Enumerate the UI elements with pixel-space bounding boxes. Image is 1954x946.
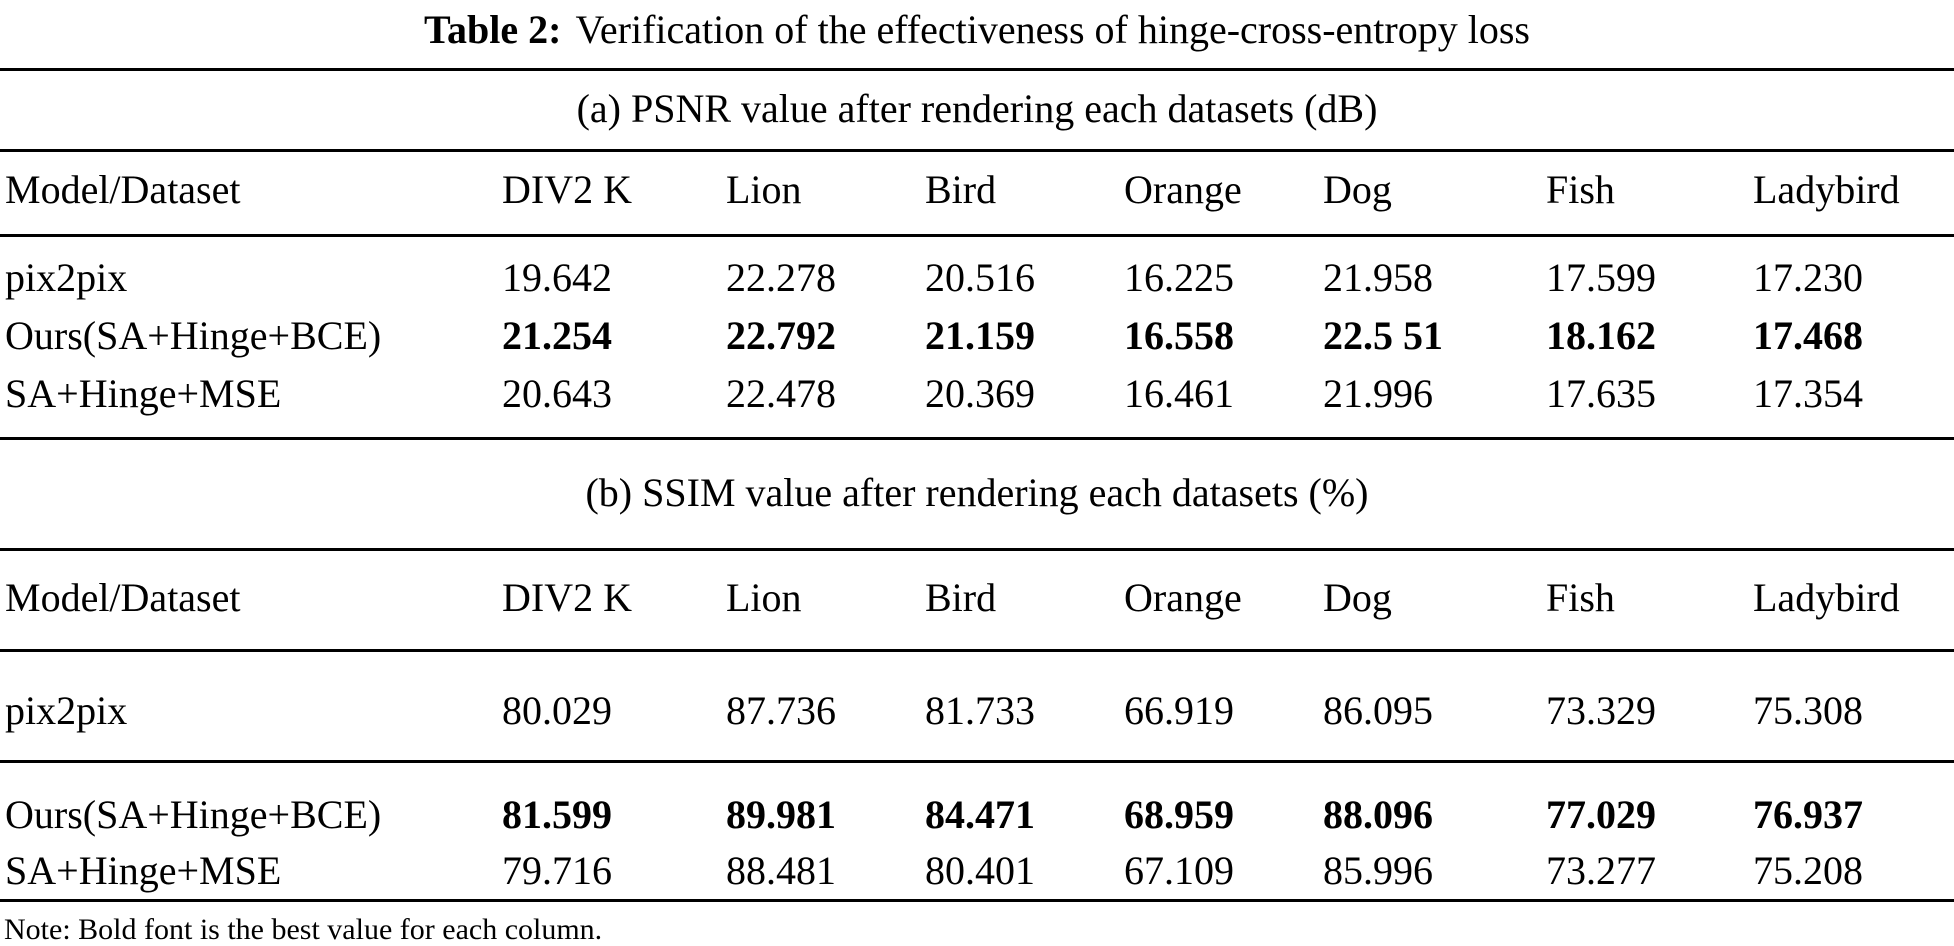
value-cell: 17.230 (1753, 255, 1863, 300)
table-a-header-row: Model/Dataset DIV2 K Lion Bird Orange Do… (0, 152, 1954, 234)
value-cell: 66.919 (1124, 688, 1234, 733)
table-a-header: Model/Dataset DIV2 K Lion Bird Orange Do… (0, 152, 1954, 234)
table-title: Table 2: Verification of the effectivenes… (0, 0, 1954, 54)
divider-rule-top (0, 68, 1954, 71)
value-cell: 17.468 (1753, 313, 1863, 358)
model-name-cell: Ours(SA+Hinge+BCE) (5, 313, 382, 358)
table-footnote: Note: Bold font is the best value for ea… (4, 913, 603, 946)
value-cell: 86.095 (1323, 688, 1433, 733)
divider-rule (0, 548, 1954, 551)
table-b-caption: (b) SSIM value after rendering each data… (585, 470, 1369, 515)
table-row-ours-psnr: Ours(SA+Hinge+BCE) 21.254 22.792 21.159 … (0, 307, 1954, 365)
table-b-body: Ours(SA+Hinge+BCE) 81.599 89.981 84.471 … (0, 763, 1954, 899)
divider-rule (0, 234, 1954, 237)
divider-rule-bottom (0, 899, 1954, 902)
model-name-cell: SA+Hinge+MSE (5, 848, 282, 893)
divider-rule (0, 437, 1954, 440)
table-a-caption: (a) PSNR value after rendering each data… (576, 86, 1378, 131)
value-cell: 20.643 (502, 371, 612, 416)
value-cell: 21.159 (925, 313, 1035, 358)
value-cell: 21.254 (502, 313, 612, 358)
table-row-ours-ssim: Ours(SA+Hinge+BCE) 81.599 89.981 84.471 … (0, 763, 1954, 843)
table-a-body: pix2pix 19.642 22.278 20.516 16.225 21.9… (0, 237, 1954, 437)
value-cell: 17.354 (1753, 371, 1863, 416)
value-cell: 22.5 51 (1323, 313, 1443, 358)
value-cell: 88.481 (726, 848, 836, 893)
divider-rule (0, 760, 1954, 763)
value-cell: 19.642 (502, 255, 612, 300)
value-cell: 85.996 (1323, 848, 1433, 893)
column-header-fish: Fish (1546, 167, 1615, 212)
column-header-model: Model/Dataset (5, 167, 241, 212)
model-name-cell: SA+Hinge+MSE (5, 371, 282, 416)
value-cell: 67.109 (1124, 848, 1234, 893)
value-cell: 89.981 (726, 792, 836, 837)
value-cell: 22.792 (726, 313, 836, 358)
table-row-pix2pix-psnr: pix2pix 19.642 22.278 20.516 16.225 21.9… (0, 237, 1954, 307)
value-cell: 84.471 (925, 792, 1035, 837)
value-cell: 16.225 (1124, 255, 1234, 300)
table-row-pix2pix-ssim: pix2pix 80.029 87.736 81.733 66.919 86.0… (0, 652, 1954, 760)
value-cell: 21.996 (1323, 371, 1433, 416)
value-cell: 18.162 (1546, 313, 1656, 358)
column-header-orange: Orange (1124, 167, 1242, 212)
value-cell: 75.308 (1753, 688, 1863, 733)
value-cell: 22.278 (726, 255, 836, 300)
value-cell: 21.958 (1323, 255, 1433, 300)
model-name-cell: Ours(SA+Hinge+BCE) (5, 792, 382, 837)
table-b-row-pix2pix: pix2pix 80.029 87.736 81.733 66.919 86.0… (0, 652, 1954, 760)
table-row-mse-ssim: SA+Hinge+MSE 79.716 88.481 80.401 67.109… (0, 843, 1954, 899)
value-cell: 17.635 (1546, 371, 1656, 416)
value-cell: 20.516 (925, 255, 1035, 300)
column-header-model: Model/Dataset (5, 575, 241, 620)
value-cell: 80.401 (925, 848, 1035, 893)
column-header-fish: Fish (1546, 575, 1615, 620)
value-cell: 81.733 (925, 688, 1035, 733)
table-title-text: Verification of the effectiveness of hin… (575, 7, 1530, 52)
value-cell: 17.599 (1546, 255, 1656, 300)
column-header-orange: Orange (1124, 575, 1242, 620)
value-cell: 87.736 (726, 688, 836, 733)
column-header-bird: Bird (925, 575, 997, 620)
column-header-dog: Dog (1323, 575, 1392, 620)
value-cell: 73.277 (1546, 848, 1656, 893)
model-name-cell: pix2pix (5, 688, 128, 733)
value-cell: 76.937 (1753, 792, 1863, 837)
value-cell: 81.599 (502, 792, 612, 837)
divider-rule (0, 149, 1954, 152)
table-number-label: Table 2: (424, 7, 562, 52)
column-header-lion: Lion (726, 167, 802, 212)
column-header-ladybird: Ladybird (1753, 575, 1900, 620)
value-cell: 22.478 (726, 371, 836, 416)
column-header-div2k: DIV2 K (502, 167, 632, 212)
column-header-bird: Bird (925, 167, 997, 212)
value-cell: 79.716 (502, 848, 612, 893)
table-b-header-row: Model/Dataset DIV2 K Lion Bird Orange Do… (0, 551, 1954, 649)
value-cell: 16.461 (1124, 371, 1234, 416)
value-cell: 75.208 (1753, 848, 1863, 893)
value-cell: 77.029 (1546, 792, 1656, 837)
model-name-cell: pix2pix (5, 255, 128, 300)
column-header-dog: Dog (1323, 167, 1392, 212)
value-cell: 20.369 (925, 371, 1035, 416)
divider-rule (0, 649, 1954, 652)
value-cell: 73.329 (1546, 688, 1656, 733)
table-row-mse-psnr: SA+Hinge+MSE 20.643 22.478 20.369 16.461… (0, 365, 1954, 437)
column-header-lion: Lion (726, 575, 802, 620)
column-header-ladybird: Ladybird (1753, 167, 1900, 212)
value-cell: 16.558 (1124, 313, 1234, 358)
value-cell: 88.096 (1323, 792, 1433, 837)
value-cell: 68.959 (1124, 792, 1234, 837)
value-cell: 80.029 (502, 688, 612, 733)
column-header-div2k: DIV2 K (502, 575, 632, 620)
table-b-header: Model/Dataset DIV2 K Lion Bird Orange Do… (0, 551, 1954, 649)
